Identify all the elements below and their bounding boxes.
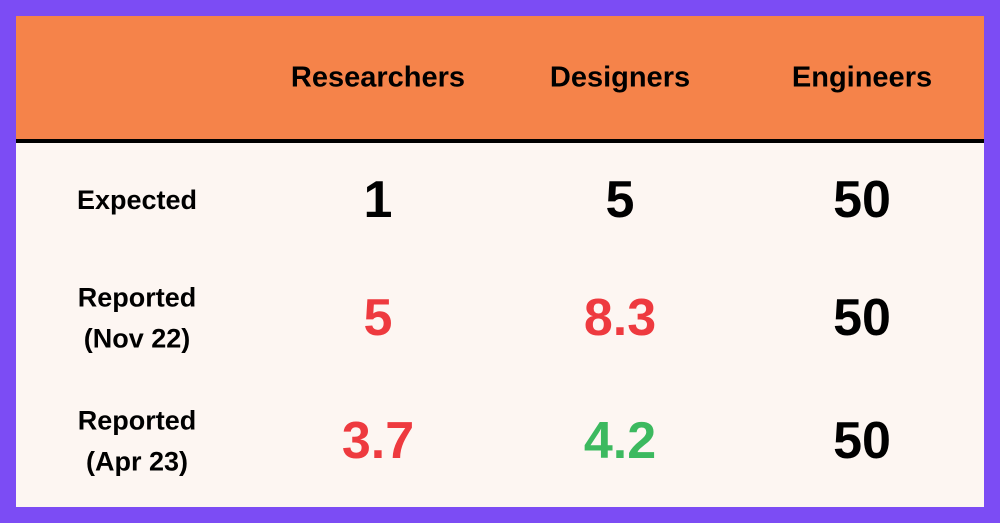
table-header <box>16 16 984 143</box>
cell-value: 8.3 <box>583 289 657 347</box>
cell-value: 50 <box>833 412 891 470</box>
cell-value: 3.7 <box>341 412 415 470</box>
cell-value: 50 <box>833 289 891 347</box>
row-label: Reported (Apr 23) <box>77 405 197 477</box>
table: Researchers Designers Engineers Expected 1 5 5… <box>16 16 984 507</box>
cell-value: 5 <box>605 171 635 229</box>
cell-value: 4.2 <box>583 412 657 470</box>
column-header: Researchers <box>290 61 466 94</box>
column-header: Designers <box>549 61 691 94</box>
row-label: Expected <box>76 184 198 215</box>
cell-value: 1 <box>363 171 393 229</box>
row-label: Reported (Nov 22) <box>77 282 197 354</box>
cell-value: 5 <box>363 289 393 347</box>
column-header: Engineers <box>791 61 933 94</box>
cell-value: 50 <box>833 171 891 229</box>
